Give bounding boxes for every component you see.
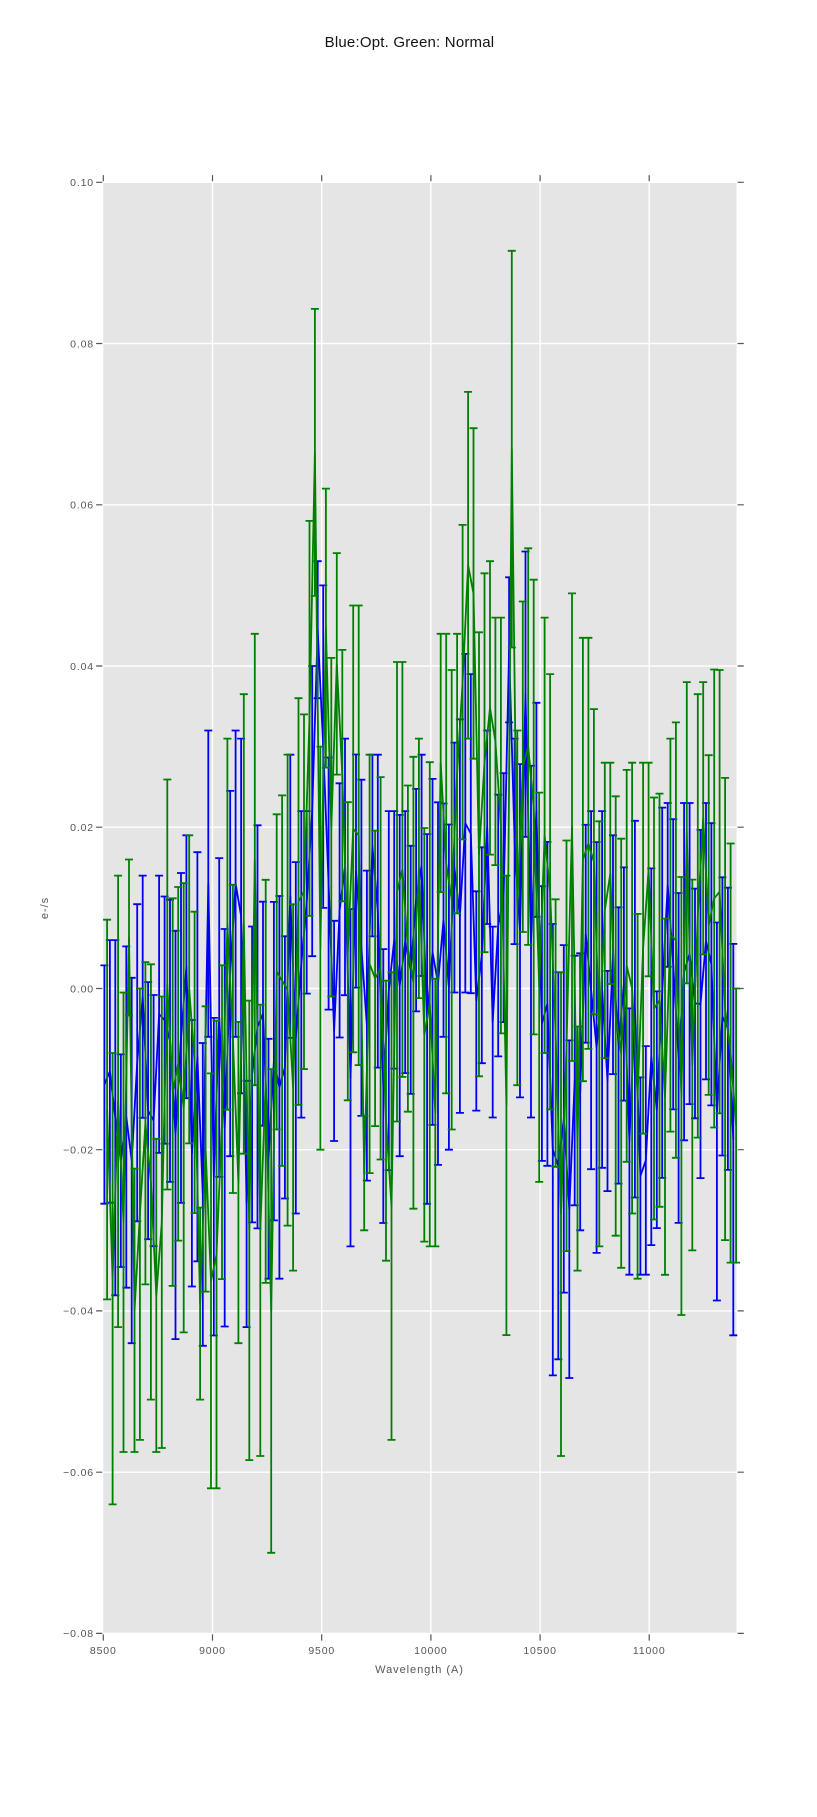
svg-text:0.08: 0.08	[70, 338, 94, 350]
svg-text:−0.04: −0.04	[63, 1306, 94, 1318]
svg-text:8500: 8500	[90, 1645, 117, 1657]
svg-text:10000: 10000	[414, 1645, 447, 1657]
svg-text:0.02: 0.02	[70, 822, 94, 834]
svg-text:−0.02: −0.02	[63, 1145, 94, 1157]
svg-text:9000: 9000	[199, 1645, 226, 1657]
svg-text:Blue:Opt. Green: Normal: Blue:Opt. Green: Normal	[325, 34, 495, 51]
svg-text:10500: 10500	[523, 1645, 556, 1657]
svg-text:Wavelength (A): Wavelength (A)	[375, 1664, 464, 1676]
svg-text:11000: 11000	[633, 1645, 666, 1657]
svg-text:−0.06: −0.06	[63, 1467, 94, 1479]
svg-text:−0.08: −0.08	[63, 1628, 94, 1640]
svg-text:0.00: 0.00	[70, 983, 94, 995]
svg-text:9500: 9500	[308, 1645, 335, 1657]
svg-text:0.10: 0.10	[70, 177, 94, 189]
svg-text:e-/s: e-/s	[39, 897, 51, 919]
svg-text:0.06: 0.06	[70, 500, 94, 512]
svg-text:0.04: 0.04	[70, 661, 94, 673]
